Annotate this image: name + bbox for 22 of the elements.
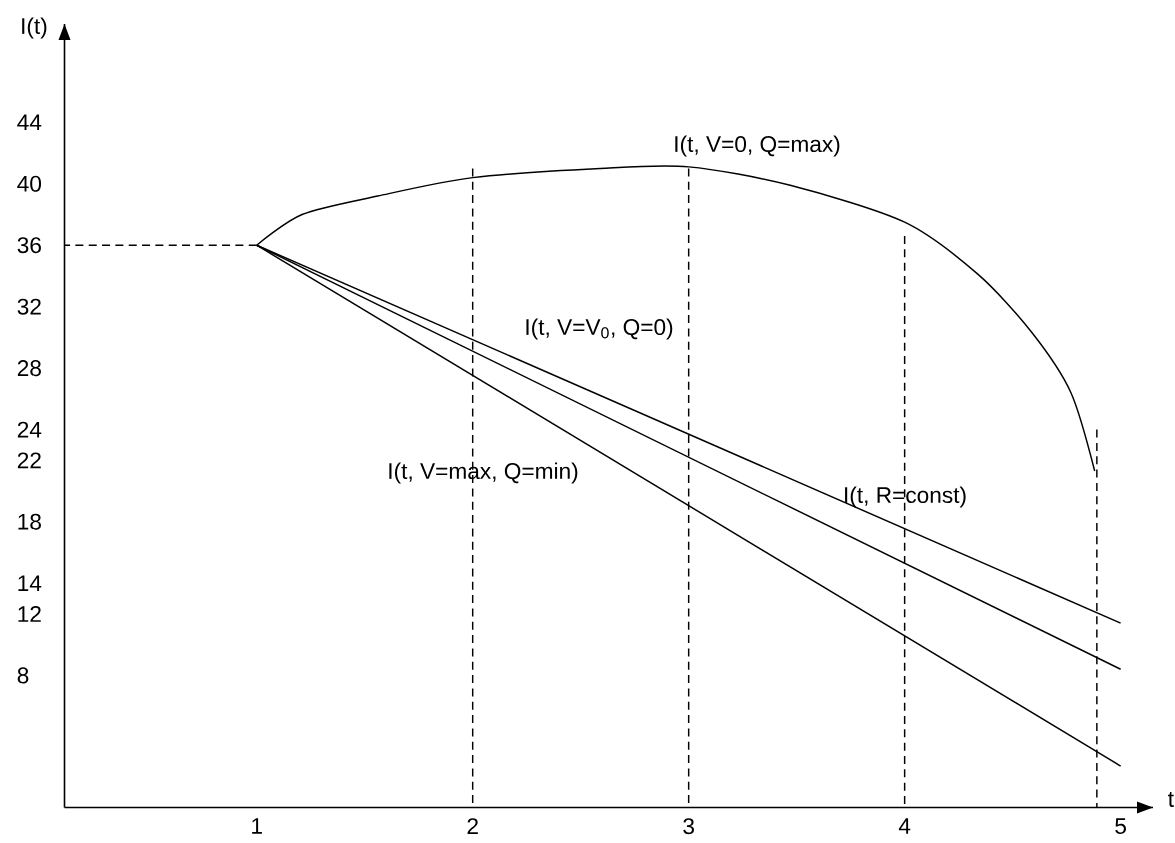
y-tick-label: 32 (17, 298, 41, 315)
x-tick-label: 5 (1115, 818, 1126, 835)
x-tick-label: 2 (467, 818, 478, 835)
x-tick-label: 4 (898, 818, 911, 834)
y-axis-title: I(t) (22, 17, 47, 39)
y-tick-label: 22 (17, 452, 41, 469)
annotation: I(t, V=max, Q=min) (389, 462, 578, 484)
x-tick-label: 1 (252, 818, 262, 834)
y-tick-label: 44 (17, 114, 42, 131)
x-axis-title: t (1168, 792, 1174, 807)
annotation: I(t, V=V$_{0}$, Q=0) (526, 318, 673, 340)
y-tick-label: 40 (17, 175, 42, 192)
x-tick-label: 3 (683, 818, 694, 835)
annotation: I(t, V=0, Q=max) (675, 135, 840, 157)
y-tick-label: 36 (17, 237, 41, 254)
y-tick-label: 24 (17, 421, 42, 438)
y-tick-label: 18 (18, 513, 41, 530)
y-tick-label: 14 (18, 575, 42, 591)
annotation: I(t, R=const) (845, 486, 966, 508)
y-tick-label: 8 (17, 667, 29, 684)
y-tick-label: 12 (18, 606, 41, 622)
y-tick-label: 28 (17, 360, 41, 377)
